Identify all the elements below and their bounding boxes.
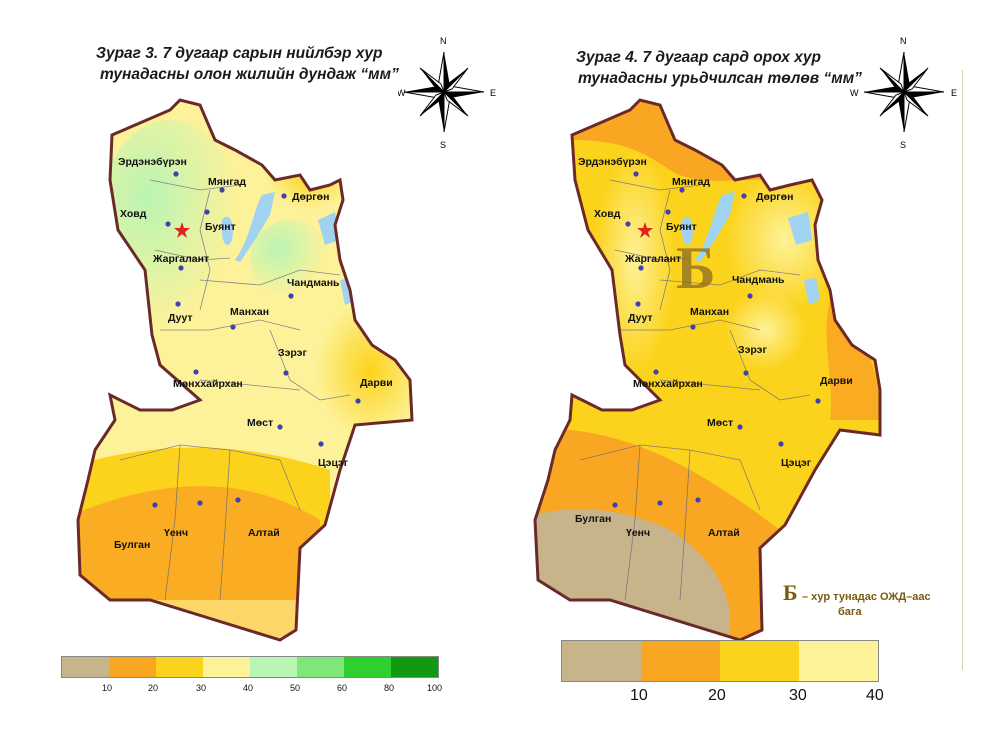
left-legend-tick: 100 [427, 683, 443, 693]
place-erdenburen: Эрдэнэбүрэн [578, 156, 647, 168]
place-duut: Дуут [628, 312, 653, 324]
place-mankhan: Манхан [690, 306, 729, 318]
place-jargalant: Жаргалант [624, 253, 681, 265]
right-precipitation-forecast-map: Б Эрдэнэбүрэн Мянгад Ховд Буянт Дөргөн Ж… [533, 98, 882, 642]
place-durgun: Дөргөн [292, 191, 329, 203]
compass-west-label: W [398, 88, 406, 98]
left-map-title: Зураг 3. 7 дугаар сарын нийлбэр хур туна… [96, 43, 399, 85]
right-title-line1: Зураг 4. 7 дугаар сард орох хур [576, 49, 821, 66]
place-most: Мөст [707, 417, 733, 429]
right-legend-colorbar [561, 640, 879, 682]
left-legend-tick: 10 [102, 683, 113, 693]
place-munkhkhairkhan: Мөнххайрхан [173, 378, 243, 390]
place-zereg: Зэрэг [278, 347, 307, 359]
compass-rose-icon: N S E W [398, 36, 496, 150]
place-khovd: Ховд [594, 208, 621, 220]
right-legend-tick: 30 [789, 687, 807, 704]
note-text-line2: бага [838, 606, 862, 618]
left-legend-tick: 50 [290, 683, 301, 693]
place-duut: Дуут [168, 312, 193, 324]
compass-south-label: S [900, 140, 906, 150]
legend-swatch [391, 657, 438, 677]
compass-rose-icon: N S E W [850, 36, 957, 150]
legend-swatch [799, 641, 878, 681]
left-title-line2: тунадасны олон жилийн дундаж “мм” [100, 66, 399, 83]
place-khovd: Ховд [120, 208, 147, 220]
legend-swatch [720, 641, 799, 681]
place-tsetseg: Цэцэг [781, 457, 812, 469]
legend-swatch [62, 657, 109, 677]
place-mankhan: Манхан [230, 306, 269, 318]
note-text-line1: – хур тунадас ОЖД–аас [802, 591, 931, 603]
legend-swatch [297, 657, 344, 677]
province-center-star-icon [637, 222, 653, 238]
right-legend-tick: 40 [866, 687, 884, 704]
left-map-panel: Зураг 3. 7 дугаар сарын нийлбэр хур туна… [0, 0, 500, 749]
place-tsetseg: Цэцэг [318, 457, 349, 469]
place-darvi: Дарви [360, 377, 393, 389]
left-legend-tick: 20 [148, 683, 159, 693]
place-zereg: Зэрэг [738, 344, 767, 356]
place-most: Мөст [247, 417, 273, 429]
left-legend-tick: 60 [337, 683, 348, 693]
place-buyant: Буянт [205, 221, 236, 233]
province-center-star-icon [174, 222, 190, 238]
place-myangad: Мянгад [208, 176, 246, 188]
place-altai: Алтай [708, 527, 740, 539]
legend-swatch [109, 657, 156, 677]
left-legend-tick: 40 [243, 683, 254, 693]
note-letter: Б [783, 580, 798, 605]
compass-east-label: E [951, 88, 957, 98]
right-map-title: Зураг 4. 7 дугаар сард орох хур тунадасн… [576, 47, 862, 89]
right-legend-tick: 20 [708, 687, 726, 704]
place-chandmani: Чандмань [732, 274, 785, 286]
compass-west-label: W [850, 88, 859, 98]
place-uyench: Үенч [164, 527, 188, 539]
place-bulgan: Булган [114, 539, 150, 551]
left-title-line1: Зураг 3. 7 дугаар сарын нийлбэр хур [96, 45, 383, 62]
place-buyant: Буянт [666, 221, 697, 233]
compass-north-label: N [900, 36, 907, 46]
right-map-labels: Эрдэнэбүрэн Мянгад Ховд Буянт Дөргөн Жар… [575, 156, 853, 539]
left-legend-colorbar [61, 656, 439, 678]
legend-swatch [344, 657, 391, 677]
legend-swatch [250, 657, 297, 677]
place-chandmani: Чандмань [287, 277, 340, 289]
legend-swatch [203, 657, 250, 677]
legend-swatch [562, 641, 641, 681]
left-legend-tick: 80 [384, 683, 395, 693]
below-normal-note: Б – хур тунадас ОЖД–аас [783, 580, 931, 606]
place-munkhkhairkhan: Мөнххайрхан [633, 378, 703, 390]
compass-north-label: N [440, 36, 447, 46]
legend-swatch [156, 657, 203, 677]
right-legend-tick: 10 [630, 687, 648, 704]
left-precipitation-map: Эрдэнэбүрэн Мянгад Ховд Буянт Дөргөн Жар… [76, 98, 414, 642]
place-durgun: Дөргөн [756, 191, 793, 203]
panel-divider [962, 70, 963, 670]
left-map-labels: Эрдэнэбүрэн Мянгад Ховд Буянт Дөргөн Жар… [114, 156, 393, 551]
below-normal-big-letter: Б [676, 235, 716, 301]
place-altai: Алтай [248, 527, 280, 539]
legend-swatch [641, 641, 720, 681]
place-jargalant: Жаргалант [152, 253, 209, 265]
left-legend-tick: 30 [196, 683, 207, 693]
compass-south-label: S [440, 140, 446, 150]
place-bulgan: Булган [575, 513, 611, 525]
compass-east-label: E [490, 88, 496, 98]
place-uyench: Үенч [626, 527, 650, 539]
place-darvi: Дарви [820, 375, 853, 387]
right-title-line2: тунадасны урьдчилсан төлөв “мм” [578, 70, 862, 87]
place-myangad: Мянгад [672, 176, 710, 188]
place-erdenburen: Эрдэнэбүрэн [118, 156, 187, 168]
right-map-panel: Зураг 4. 7 дугаар сард орох хур тунадасн… [500, 0, 1001, 749]
